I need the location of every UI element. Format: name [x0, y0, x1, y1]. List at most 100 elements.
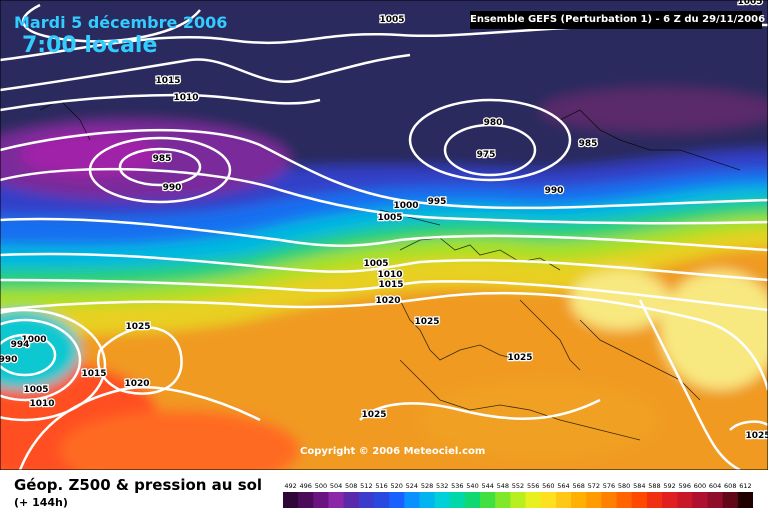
- legend-swatch: [662, 492, 678, 508]
- isobar-label: 1005: [363, 259, 388, 269]
- isobar-labels: 1005101510109859909809759859909951000100…: [0, 0, 768, 442]
- legend-labels: 492 496 500 504 508 512 516 520 524 528 532 536 540 5…: [284, 482, 751, 490]
- model-run-label: Ensemble GEFS (Perturbation 1) - 6 Z du …: [470, 11, 765, 29]
- legend-label: 508: [345, 482, 357, 490]
- isobar-label: 1025: [414, 317, 439, 327]
- isobar-label: 1015: [378, 280, 403, 290]
- legend-label: 520: [390, 482, 402, 490]
- isobar-label: 990: [163, 183, 182, 193]
- legend-label: 528: [421, 482, 433, 490]
- legend-swatch: [616, 492, 633, 508]
- legend-label: 524: [406, 482, 418, 490]
- color-field: [0, 0, 768, 470]
- pressure-map: 1005101510109859909809759859909951000100…: [0, 0, 768, 470]
- isobar-label: 995: [428, 197, 447, 207]
- isobar-label: 1010: [29, 399, 54, 409]
- map-title: Géop. Z500 & pression au sol: [14, 476, 263, 494]
- forecast-range: (+ 144h): [14, 496, 68, 509]
- isobar-label: 975: [477, 150, 496, 160]
- legend-label: 544: [481, 482, 493, 490]
- isobar-label: 1015: [155, 76, 180, 86]
- legend-swatch: [358, 492, 375, 508]
- legend-swatch: [737, 492, 753, 508]
- legend-label: 492: [284, 482, 296, 490]
- legend-label: 556: [527, 482, 539, 490]
- isobar-label: 1025: [745, 431, 768, 441]
- legend-label: 588: [648, 482, 660, 490]
- legend-swatch: [328, 492, 345, 508]
- legend-label: 496: [300, 482, 312, 490]
- isobar-label: 994: [11, 340, 30, 350]
- isobar-label: 1025: [361, 410, 386, 420]
- legend-label: 516: [375, 482, 387, 490]
- forecast-time: 7:00 locale: [22, 33, 158, 58]
- legend-swatch: [389, 492, 405, 508]
- legend-swatch: [495, 492, 511, 508]
- legend-swatch: [707, 492, 724, 508]
- legend-swatch: [313, 492, 329, 508]
- legend-swatch: [283, 492, 299, 508]
- copyright-notice: Copyright © 2006 Meteociel.com: [300, 446, 486, 457]
- legend-swatch: [722, 492, 739, 508]
- legend-swatch: [677, 492, 693, 508]
- isobar-label: 980: [484, 118, 503, 128]
- isobar-lines: [0, 3, 768, 470]
- isobar-label: 990: [0, 355, 17, 365]
- isobar-label: 1005: [737, 0, 762, 7]
- legend-swatch: [343, 492, 360, 508]
- isobar-label: 990: [545, 186, 564, 196]
- legend-swatch: [434, 492, 451, 508]
- isobar-label: 1005: [377, 213, 402, 223]
- legend-swatch: [631, 492, 648, 508]
- legend-label: 552: [512, 482, 524, 490]
- legend-label: 612: [739, 482, 751, 490]
- legend-label: 504: [330, 482, 342, 490]
- legend-swatch: [692, 492, 709, 508]
- legend-label: 536: [451, 482, 463, 490]
- legend-swatch: [601, 492, 618, 508]
- legend-label: 512: [360, 482, 372, 490]
- isobar-label: 1010: [173, 93, 198, 103]
- legend-swatch: [555, 492, 572, 508]
- legend-swatch: [646, 492, 663, 508]
- legend-swatch: [586, 492, 602, 508]
- forecast-date: Mardi 5 décembre 2006: [14, 13, 228, 32]
- legend-label: 500: [315, 482, 327, 490]
- legend-swatch: [525, 492, 542, 508]
- color-legend: [283, 492, 753, 508]
- isobar-label: 1025: [507, 353, 532, 363]
- legend-label: 532: [436, 482, 448, 490]
- isobar-label: 1005: [23, 385, 48, 395]
- legend-swatch: [510, 492, 527, 508]
- legend-label: 560: [542, 482, 554, 490]
- isobar-label: 985: [579, 139, 598, 149]
- legend-label: 600: [694, 482, 706, 490]
- legend-swatch: [404, 492, 420, 508]
- legend-swatch: [373, 492, 390, 508]
- legend-swatch: [298, 492, 314, 508]
- isobar-label: 1000: [21, 335, 46, 345]
- legend-swatch: [449, 492, 466, 508]
- isobar-label: 1000: [393, 201, 418, 211]
- legend-swatch: [571, 492, 587, 508]
- legend-swatch: [480, 492, 496, 508]
- legend-label: 548: [497, 482, 509, 490]
- legend-label: 596: [679, 482, 691, 490]
- isobar-label: 1005: [379, 15, 404, 25]
- legend-swatch: [464, 492, 481, 508]
- isobar-label: 1015: [81, 369, 106, 379]
- legend-swatch: [419, 492, 436, 508]
- isobar-label: 1020: [375, 296, 400, 306]
- legend-label: 540: [466, 482, 478, 490]
- legend-label: 604: [709, 482, 721, 490]
- isobar-label: 1010: [377, 270, 402, 280]
- legend-label: 568: [572, 482, 584, 490]
- legend-label: 608: [724, 482, 736, 490]
- legend-label: 592: [663, 482, 675, 490]
- legend-label: 572: [588, 482, 600, 490]
- isobar-label: 1025: [125, 322, 150, 332]
- legend-label: 576: [603, 482, 615, 490]
- legend-label: 580: [618, 482, 630, 490]
- isobar-label: 985: [153, 154, 172, 164]
